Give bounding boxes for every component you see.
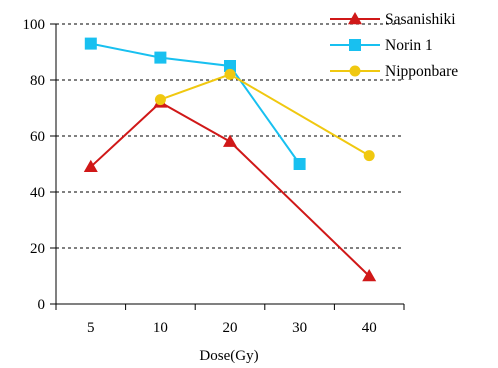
legend: Sasanishiki Norin 1 Nipponbare <box>330 11 458 80</box>
x-axis-title: Dose(Gy) <box>199 348 258 364</box>
y-tick-label: 80 <box>30 73 45 89</box>
x-tick-label: 5 <box>87 320 95 336</box>
legend-marker <box>348 12 362 25</box>
data-point <box>224 68 236 80</box>
data-point <box>363 150 375 162</box>
data-point <box>293 158 306 170</box>
series-layer <box>83 37 377 282</box>
x-tick-label: 20 <box>223 320 238 336</box>
y-tick-label: 20 <box>30 241 45 257</box>
series-square <box>84 37 306 170</box>
y-tick-label: 60 <box>30 129 45 145</box>
y-tick-label: 100 <box>23 17 46 33</box>
y-tick-label: 0 <box>38 297 46 313</box>
series-circle <box>154 68 375 162</box>
series-line <box>90 101 370 277</box>
legend-label: Sasanishiki <box>385 11 456 28</box>
y-tick-label: 40 <box>30 185 45 201</box>
x-tick-label: 30 <box>292 320 307 336</box>
data-point <box>224 60 236 72</box>
series-line <box>90 42 301 165</box>
series-triangle <box>83 95 377 282</box>
legend-label: Nipponbare <box>385 63 458 80</box>
data-point <box>362 269 377 282</box>
data-point <box>83 159 98 173</box>
axes: 0 20 40 60 80 100 5 10 20 30 40 <box>23 17 405 336</box>
legend-marker <box>349 65 361 77</box>
legend-marker <box>349 39 361 51</box>
legend-item: Sasanishiki <box>330 11 456 28</box>
x-tick-label: 40 <box>362 320 377 336</box>
legend-item: Nipponbare <box>330 63 458 80</box>
data-point <box>154 94 166 106</box>
x-tick-label: 10 <box>153 320 168 336</box>
data-point <box>84 37 97 50</box>
data-point <box>223 134 237 147</box>
legend-label: Norin 1 <box>385 37 433 54</box>
data-point <box>154 51 167 64</box>
legend-item: Norin 1 <box>330 37 433 54</box>
